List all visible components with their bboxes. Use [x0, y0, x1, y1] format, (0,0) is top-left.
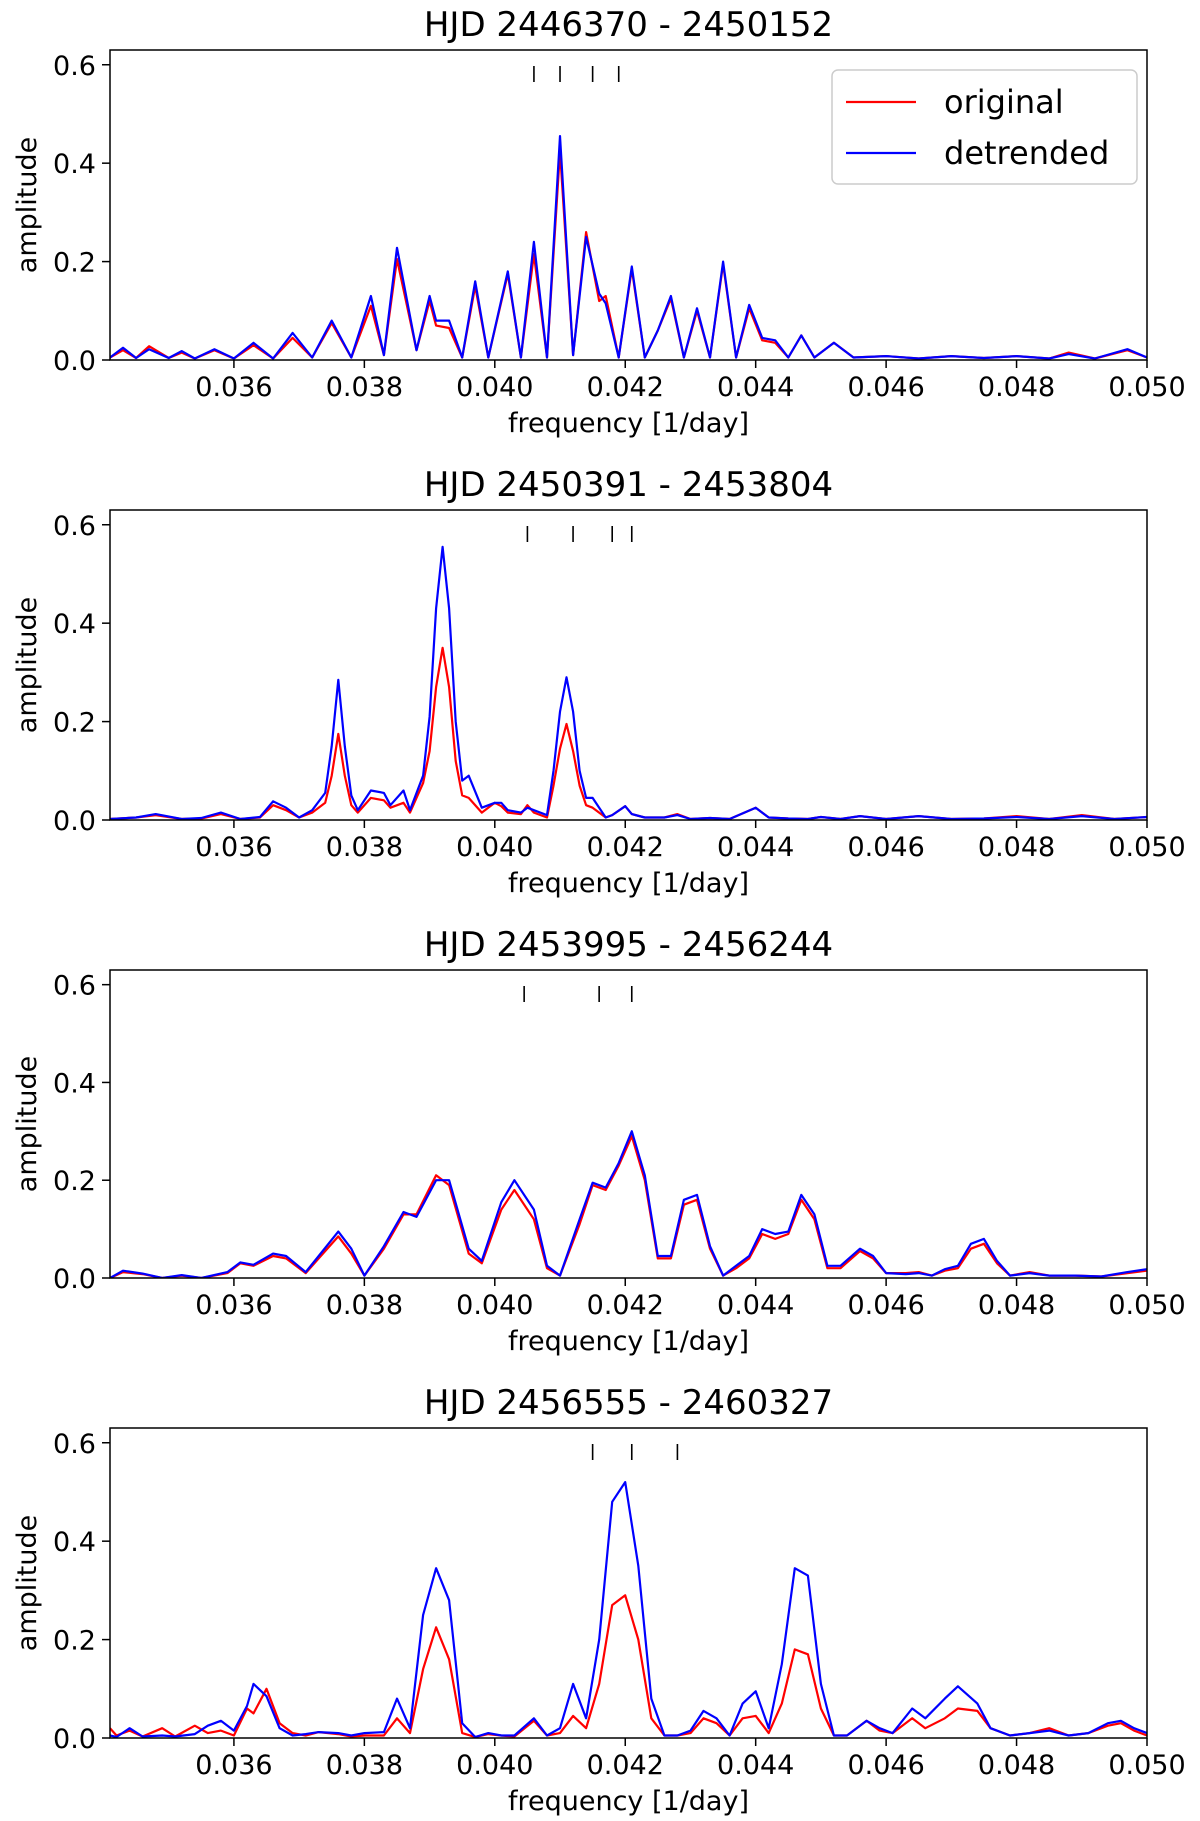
x-tick-label: 0.042: [587, 1750, 664, 1781]
legend-box: [831, 69, 1138, 185]
plot-frame: [109, 1427, 1148, 1739]
x-tick-label: 0.036: [195, 1290, 272, 1321]
series-line-detrended: [110, 1130, 1147, 1278]
y-tick-label: 0.6: [53, 511, 96, 542]
series-line-detrended: [110, 545, 1147, 820]
x-tick-label: 0.036: [195, 832, 272, 863]
plot-frame: [109, 509, 1148, 821]
y-axis-label: amplitude: [12, 137, 43, 273]
x-tick-label: 0.044: [717, 832, 794, 863]
x-tick-label: 0.044: [717, 1290, 794, 1321]
y-tick-label: 0.0: [53, 1264, 96, 1295]
x-tick-label: 0.040: [456, 372, 533, 403]
x-axis-label: frequency [1/day]: [508, 1326, 749, 1357]
legend-label-detrended: detrended: [944, 134, 1109, 172]
y-tick-label: 0.4: [53, 609, 96, 640]
x-tick-label: 0.036: [195, 1750, 272, 1781]
legend-label-original: original: [944, 83, 1064, 121]
series-line-original: [110, 646, 1147, 820]
series-line-original: [110, 1594, 1147, 1738]
x-tick-label: 0.048: [978, 1750, 1055, 1781]
x-tick-label: 0.042: [587, 1290, 664, 1321]
y-tick-label: 0.6: [53, 971, 96, 1002]
x-tick-label: 0.046: [847, 1750, 924, 1781]
y-tick-label: 0.4: [53, 1068, 96, 1099]
x-tick-label: 0.050: [1108, 1750, 1185, 1781]
x-tick-label: 0.044: [717, 372, 794, 403]
x-tick-label: 0.048: [978, 1290, 1055, 1321]
series-line-detrended: [110, 1481, 1147, 1738]
y-tick-label: 0.4: [53, 149, 96, 180]
x-tick-label: 0.038: [326, 1750, 403, 1781]
x-tick-label: 0.044: [717, 1750, 794, 1781]
y-tick-label: 0.0: [53, 1724, 96, 1755]
panel-3: HJD 2453995 - 2456244 0.0 0.2 0.4 0.6 0.036 0.…: [12, 925, 1186, 1357]
x-tick-label: 0.048: [978, 372, 1055, 403]
y-tick-label: 0.2: [53, 708, 96, 739]
y-tick-label: 0.4: [53, 1527, 96, 1558]
series-line-detrended: [110, 135, 1147, 360]
y-tick-label: 0.6: [53, 51, 96, 82]
x-tick-label: 0.038: [326, 1290, 403, 1321]
plot-frame: [109, 49, 1148, 361]
x-tick-label: 0.048: [978, 832, 1055, 863]
y-axis-label: amplitude: [12, 1056, 43, 1192]
x-tick-label: 0.036: [195, 372, 272, 403]
x-tick-label: 0.050: [1108, 832, 1185, 863]
x-tick-label: 0.038: [326, 832, 403, 863]
y-tick-label: 0.0: [53, 806, 96, 837]
y-axis-label: amplitude: [12, 597, 43, 733]
chart-title: HJD 2450391 - 2453804: [424, 465, 833, 505]
chart-title: HJD 2453995 - 2456244: [424, 925, 833, 965]
chart-title: HJD 2446370 - 2450152: [424, 5, 833, 45]
x-axis-label: frequency [1/day]: [508, 868, 749, 899]
y-tick-label: 0.2: [53, 1166, 96, 1197]
x-tick-label: 0.050: [1108, 372, 1185, 403]
x-axis-label: frequency [1/day]: [508, 1786, 749, 1817]
x-tick-label: 0.042: [587, 372, 664, 403]
x-tick-label: 0.046: [847, 832, 924, 863]
y-tick-label: 0.2: [53, 248, 96, 279]
x-tick-label: 0.050: [1108, 1290, 1185, 1321]
x-tick-label: 0.038: [326, 372, 403, 403]
y-tick-label: 0.2: [53, 1626, 96, 1657]
panel-1: HJD 2446370 - 2450152 0.0 0.2 0.4 0.6 0.036 0.…: [12, 5, 1186, 439]
x-tick-label: 0.046: [847, 372, 924, 403]
panel-2: HJD 2450391 - 2453804 0.0 0.2 0.4 0.6 0.036 0.…: [12, 465, 1186, 899]
x-tick-label: 0.046: [847, 1290, 924, 1321]
y-tick-label: 0.0: [53, 346, 96, 377]
plot-frame: [109, 969, 1148, 1279]
x-tick-label: 0.040: [456, 1750, 533, 1781]
x-axis-label: frequency [1/day]: [508, 408, 749, 439]
x-tick-label: 0.042: [587, 832, 664, 863]
panel-4: HJD 2456555 - 2460327 0.0 0.2 0.4 0.6 0.036 0.…: [12, 1383, 1186, 1817]
x-tick-label: 0.040: [456, 832, 533, 863]
x-tick-label: 0.040: [456, 1290, 533, 1321]
y-axis-label: amplitude: [12, 1515, 43, 1651]
y-tick-label: 0.6: [53, 1429, 96, 1460]
legend: original detrended: [831, 69, 1138, 185]
chart-title: HJD 2456555 - 2460327: [424, 1383, 833, 1423]
